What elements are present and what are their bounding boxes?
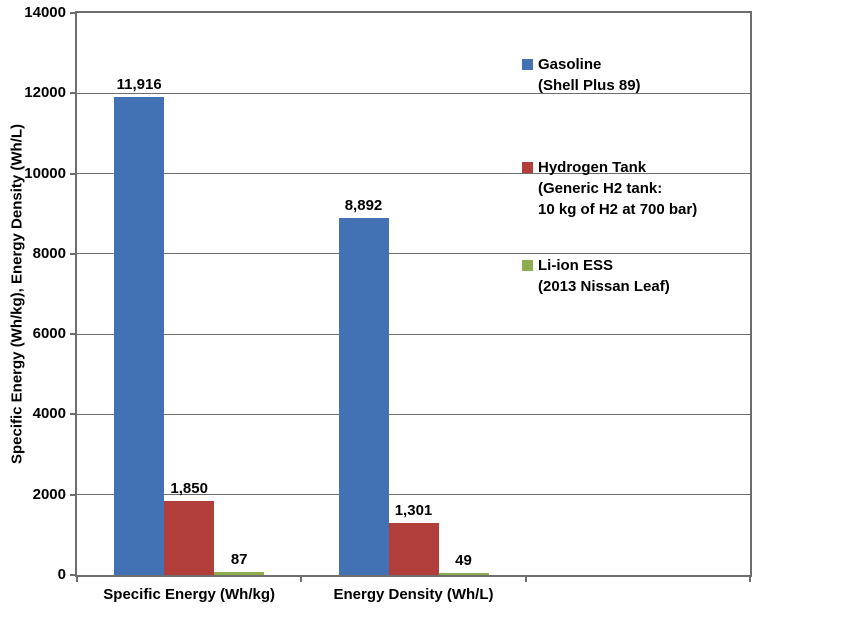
y-tick-mark xyxy=(70,92,75,95)
y-tick-mark xyxy=(70,252,75,255)
legend-entry-gasoline: Gasoline (Shell Plus 89) xyxy=(522,54,641,96)
data-label-hydrogen-tank-2: 1,301 xyxy=(394,501,433,519)
y-tick-mark xyxy=(70,333,75,336)
legend-label-line: (Shell Plus 89) xyxy=(538,77,641,94)
legend-label-hydrogen-tank: Hydrogen Tank (Generic H2 tank: 10 kg of H… xyxy=(538,157,697,220)
legend-entry-hydrogen-tank: Hydrogen Tank (Generic H2 tank: 10 kg of H… xyxy=(522,157,697,220)
legend-label-line: 10 kg of H2 at 700 bar) xyxy=(538,201,698,218)
legend-swatch-hydrogen-tank xyxy=(522,162,533,173)
legend-label-line: Hydrogen Tank xyxy=(538,159,647,176)
gridline-8000 xyxy=(77,253,750,255)
bar-hydrogen-tank-2 xyxy=(388,522,439,575)
data-label-gasoline-2: 8,892 xyxy=(344,197,383,215)
chart-legend: Gasoline (Shell Plus 89) Hydrogen Tank (Gen… xyxy=(522,54,762,314)
y-tick-label-12000: 12000 xyxy=(24,84,66,102)
y-tick-label-14000: 14000 xyxy=(24,4,66,21)
bar-gasoline-1 xyxy=(114,96,165,575)
y-tick-mark xyxy=(70,12,75,14)
bar-li-ion-ess-2 xyxy=(438,573,489,575)
y-tick-label-0: 0 xyxy=(57,566,66,583)
legend-label-line: (2013 Nissan Leaf) xyxy=(538,278,670,295)
x-category-label: Energy Density (Wh/L) xyxy=(333,586,494,603)
legend-swatch-gasoline xyxy=(522,59,533,70)
gridline-2000 xyxy=(77,494,750,496)
gridline-10000 xyxy=(77,173,750,175)
x-tick-mark xyxy=(749,577,751,582)
gridline-4000 xyxy=(77,413,750,415)
data-label-li-ion-ess-1: 87 xyxy=(230,550,248,568)
y-tick-label-10000: 10000 xyxy=(24,164,66,182)
bar-hydrogen-tank-1 xyxy=(164,500,215,575)
data-label-hydrogen-tank-1: 1,850 xyxy=(170,479,208,497)
legend-entry-li-ion-ess: Li-ion ESS (2013 Nissan Leaf) xyxy=(522,255,670,297)
x-tick-mark xyxy=(524,577,527,582)
legend-swatch-li-ion-ess xyxy=(522,260,533,271)
y-tick-mark xyxy=(70,172,75,175)
x-category-label: Specific Energy (Wh/kg) xyxy=(103,586,275,603)
legend-label-li-ion-ess: Li-ion ESS (2013 Nissan Leaf) xyxy=(538,255,670,297)
y-tick-label-8000: 8000 xyxy=(32,244,66,262)
legend-label-gasoline: Gasoline (Shell Plus 89) xyxy=(538,54,641,96)
y-tick-mark xyxy=(70,574,75,576)
x-tick-mark xyxy=(300,577,303,582)
legend-label-line: (Generic H2 tank: xyxy=(538,180,663,197)
gridline-12000 xyxy=(77,92,750,94)
bar-li-ion-ess-1 xyxy=(214,571,265,575)
y-tick-label-2000: 2000 xyxy=(32,485,66,503)
y-tick-label-4000: 4000 xyxy=(32,405,66,423)
x-tick-mark xyxy=(76,577,78,582)
y-tick-label-6000: 6000 xyxy=(32,325,66,343)
plot-area: 11,916 1,850 87 8,892 1,301 49 xyxy=(75,11,752,577)
y-tick-mark xyxy=(70,413,75,416)
data-label-li-ion-ess-2: 49 xyxy=(455,552,472,570)
legend-label-line: Li-ion ESS xyxy=(538,257,613,274)
bar-gasoline-2 xyxy=(338,218,389,575)
gridline-6000 xyxy=(77,333,750,335)
legend-label-line: Gasoline xyxy=(538,56,602,73)
data-label-gasoline-1: 11,916 xyxy=(116,75,162,93)
y-tick-mark xyxy=(70,493,75,496)
